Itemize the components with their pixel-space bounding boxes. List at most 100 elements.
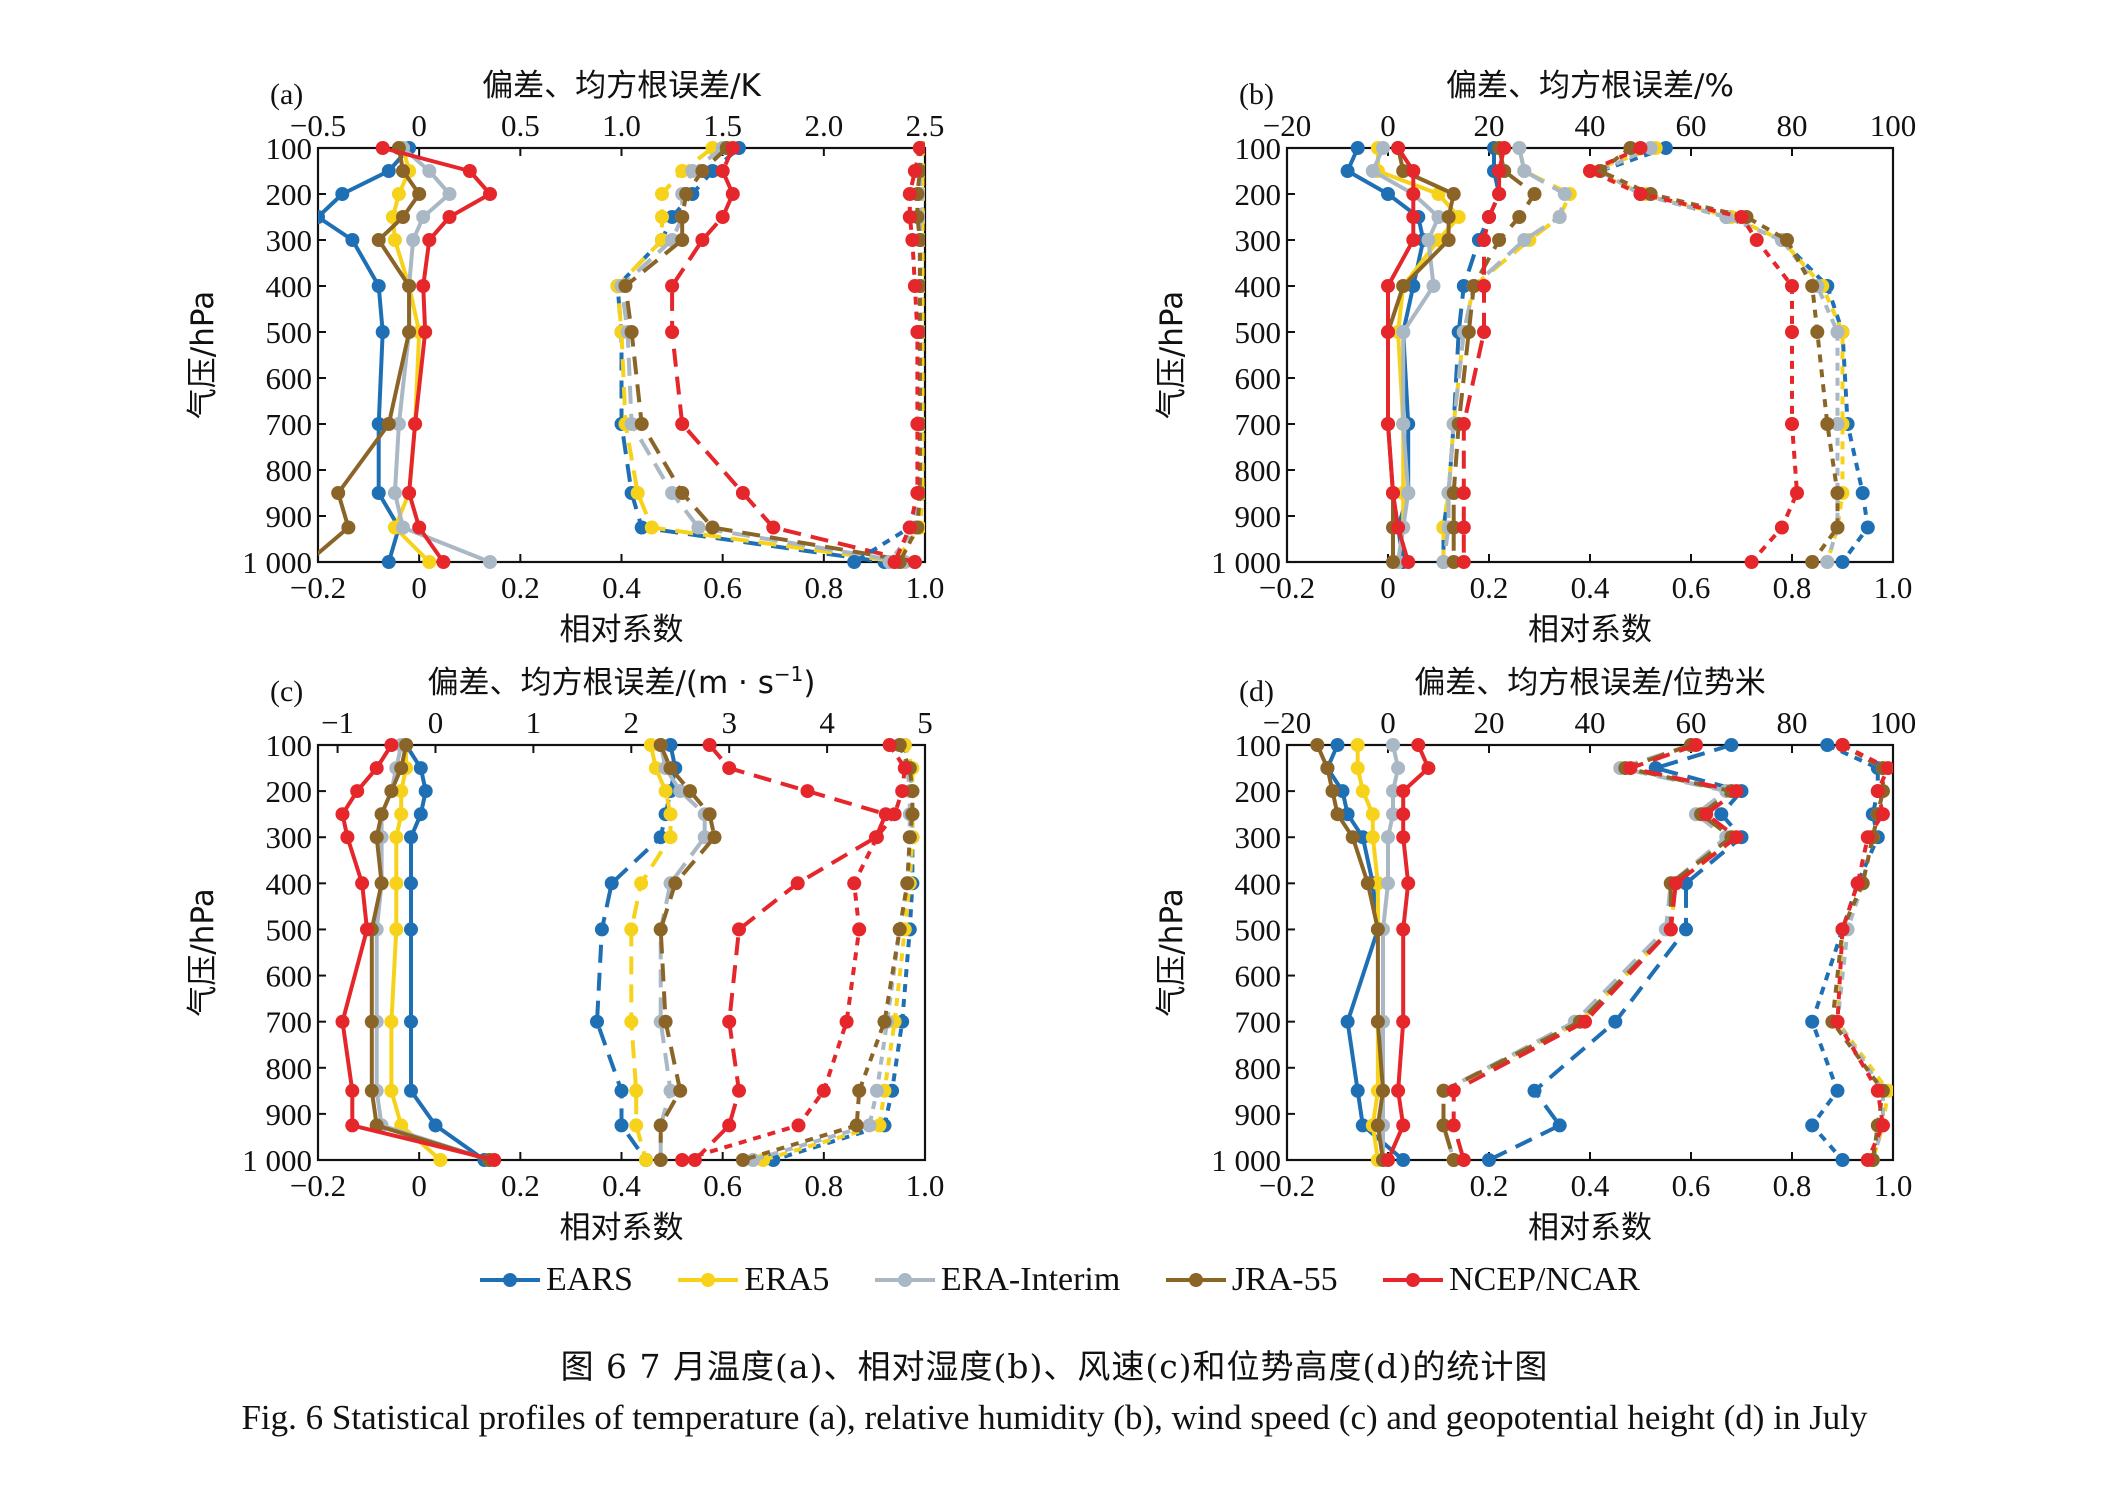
- data-point-ncep-ncar-rmse: [1578, 1014, 1592, 1029]
- y-tick-label: 500: [1235, 912, 1282, 947]
- data-point-era-interim-rmse: [685, 164, 700, 178]
- data-point-jra-55-bias: [402, 279, 417, 293]
- data-point-jra-55-bias: [384, 784, 399, 799]
- data-point-ncep-ncar-bias: [1396, 830, 1411, 845]
- data-point-era-interim-rmse: [665, 486, 680, 500]
- data-point-era5-rmse: [663, 830, 678, 845]
- top-tick-label: 60: [1676, 108, 1707, 143]
- data-point-era5-rmse: [624, 1014, 639, 1029]
- bottom-tick-label: −0.2: [1259, 1168, 1315, 1203]
- y-tick-label: 200: [266, 177, 313, 212]
- y-tick-label: 100: [266, 728, 313, 763]
- top-tick-label: 0: [1380, 108, 1396, 143]
- y-tick-label: 1 000: [242, 1143, 312, 1178]
- series-line-era-interim-bias: [1381, 744, 1401, 1160]
- bottom-axis-title: 相对系数: [1528, 1210, 1652, 1246]
- data-point-jra-55-rmse: [1492, 233, 1507, 247]
- data-point-ncep-ncar-rmse: [1456, 520, 1471, 535]
- y-tick-label: 400: [266, 866, 313, 901]
- data-point-era5-bias: [389, 830, 404, 845]
- y-tick-label: 900: [266, 1097, 313, 1132]
- data-point-era-interim-bias: [1386, 738, 1400, 752]
- data-point-era5-bias: [394, 807, 409, 822]
- data-point-ncep-ncar-bias: [1386, 486, 1400, 500]
- top-tick-label: 5: [917, 705, 933, 740]
- series-line-jra-55-rmse: [623, 146, 916, 564]
- top-tick-label: 0: [428, 705, 444, 740]
- series-line-era-interim-corr: [1598, 146, 1840, 563]
- series-line-ncep-ncar-rmse: [1451, 743, 1739, 1161]
- legend-label-era5: ERA5: [744, 1261, 830, 1298]
- data-point-jra-55-bias: [399, 738, 414, 752]
- data-point-ncep-ncar-bias: [487, 1153, 502, 1167]
- data-point-era5-rmse: [675, 164, 690, 178]
- bottom-tick-label: 0.4: [1571, 570, 1610, 605]
- data-point-jra-55-bias: [396, 210, 410, 224]
- data-point-ncep-ncar-rmse: [1623, 761, 1638, 776]
- data-point-jra-55-corr: [1805, 555, 1820, 569]
- data-point-ncep-ncar-bias: [355, 876, 370, 891]
- legend-item-jra-55: JRA-55: [1165, 1261, 1338, 1299]
- y-tick-label: 200: [1235, 774, 1282, 809]
- data-point-ncep-ncar-corr: [1785, 417, 1799, 431]
- data-point-ncep-ncar-corr: [847, 876, 862, 891]
- data-point-ncep-ncar-corr: [912, 141, 925, 155]
- data-point-ncep-ncar-corr: [869, 830, 884, 845]
- data-point-era-interim-rmse: [1517, 233, 1532, 247]
- legend-item-era5: ERA5: [678, 1261, 829, 1299]
- series-line-ears-bias: [404, 743, 486, 1162]
- data-point-ncep-ncar-corr: [791, 1118, 806, 1133]
- bottom-tick-label: 0.2: [1470, 1168, 1509, 1203]
- data-point-jra-55-rmse: [675, 210, 690, 224]
- panel-label: (b): [1239, 78, 1274, 111]
- data-point-jra-55-rmse: [653, 738, 668, 752]
- data-point-era5-bias: [1365, 830, 1380, 845]
- data-point-ncep-ncar-corr: [905, 233, 920, 247]
- data-point-era5-bias: [389, 922, 404, 937]
- data-point-era5-rmse: [648, 761, 663, 776]
- data-point-jra-55-rmse: [1446, 486, 1461, 500]
- data-point-ncep-ncar-corr: [1734, 210, 1749, 224]
- data-point-era-interim-bias: [1421, 233, 1436, 247]
- bottom-tick-label: 0.2: [501, 570, 540, 605]
- bottom-tick-label: 1.0: [906, 570, 945, 605]
- y-tick-label: 1 000: [1211, 1143, 1281, 1178]
- data-point-ncep-ncar-corr: [1860, 1153, 1875, 1167]
- data-point-era-interim-rmse: [691, 520, 706, 535]
- data-point-jra-55-rmse: [634, 417, 649, 431]
- data-point-ncep-ncar-corr: [1881, 761, 1893, 776]
- data-point-ncep-ncar-corr: [675, 1153, 690, 1167]
- data-point-ncep-ncar-rmse: [675, 417, 690, 431]
- data-point-era-interim-rmse: [673, 784, 688, 799]
- data-point-ears-bias: [404, 922, 418, 937]
- data-point-ncep-ncar-bias: [1406, 210, 1421, 224]
- data-point-jra-55-corr: [1780, 233, 1794, 247]
- top-tick-label: −20: [1263, 705, 1311, 740]
- bottom-tick-label: −0.2: [290, 570, 346, 605]
- data-point-jra-55-rmse: [673, 1083, 688, 1098]
- data-point-era5-bias: [394, 784, 409, 799]
- data-point-ears-rmse: [1456, 279, 1471, 293]
- data-point-ears-corr: [847, 555, 862, 569]
- data-point-era-interim-corr: [1643, 141, 1658, 155]
- data-point-ncep-ncar-rmse: [725, 141, 740, 155]
- data-point-jra-55-bias: [1396, 164, 1411, 178]
- data-point-ncep-ncar-bias: [412, 520, 427, 535]
- data-point-era-interim-corr: [1820, 555, 1835, 569]
- data-point-jra-55-bias: [371, 233, 386, 247]
- data-point-ears-bias: [418, 784, 433, 799]
- data-point-era5-bias: [1431, 233, 1446, 247]
- plot-frame: [1285, 146, 1895, 564]
- data-point-jra-55-corr: [852, 1083, 867, 1098]
- data-point-ears-corr: [1835, 1153, 1850, 1167]
- data-point-jra-55-bias: [396, 164, 410, 178]
- data-point-ncep-ncar-bias: [1391, 141, 1406, 155]
- y-tick-label: 1 000: [1211, 545, 1281, 580]
- data-point-ears-bias: [1335, 784, 1350, 799]
- data-point-ncep-ncar-bias: [436, 555, 451, 569]
- data-point-ears-bias: [404, 1014, 418, 1029]
- data-point-ears-bias: [371, 279, 386, 293]
- data-point-era-interim-rmse: [697, 830, 712, 845]
- bottom-tick-label: 0.6: [703, 570, 742, 605]
- data-point-ncep-ncar-bias: [483, 187, 497, 201]
